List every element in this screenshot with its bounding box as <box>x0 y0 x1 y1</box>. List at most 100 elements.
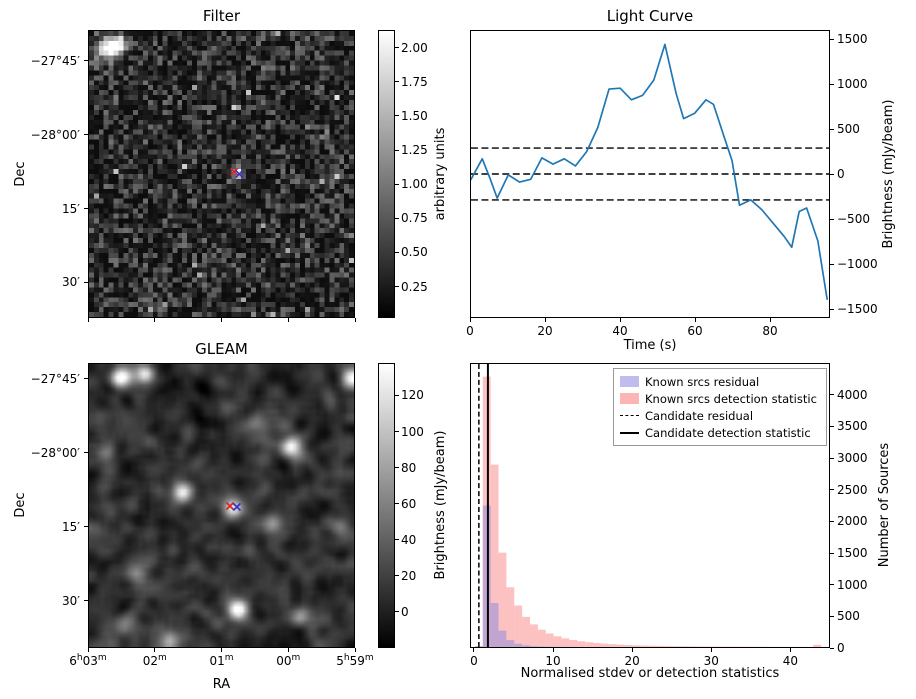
hist-ytick-label: 0 <box>837 641 845 655</box>
lc-ytick-mark <box>830 128 834 130</box>
gleam-cb-label: 40 <box>401 532 417 547</box>
gleam-dec-tick-label: −27°45′ <box>30 371 80 386</box>
lc-ytick-mark <box>830 308 834 310</box>
filter-dec-tick-label: 30′ <box>62 275 80 290</box>
gleam-cb-mark <box>395 394 399 396</box>
lc-xtick-mark <box>769 318 771 322</box>
gleam-dec-tick-mark <box>84 526 88 528</box>
filter-cb-label: 2.00 <box>401 40 428 55</box>
hist-xtick-mark <box>473 648 475 652</box>
filter-cb-mark <box>395 286 399 288</box>
hist-xtick-label: 20 <box>624 654 640 668</box>
gleam-cb-mark <box>395 431 399 433</box>
filter-ylabel: Dec <box>12 161 28 187</box>
lc-xtick-mark <box>469 318 471 322</box>
filter-cb-label: 0.25 <box>401 279 428 294</box>
filter-cb-mark <box>395 149 399 151</box>
hist-xtick-label: 0 <box>470 654 478 668</box>
hist-ytick-label: 500 <box>837 609 860 624</box>
filter-cb-label: 0.50 <box>401 245 428 260</box>
gleam-cb-label: 120 <box>401 388 424 403</box>
lc-ytick-mark <box>830 218 834 220</box>
lc-ytick-label: 500 <box>837 122 860 136</box>
legend-label: Known srcs residual <box>645 374 760 389</box>
gleam-dec-tick-label: 30′ <box>62 593 80 608</box>
hist-ytick-mark <box>830 552 834 554</box>
light-curve-axes <box>470 30 830 318</box>
filter-sky-image <box>89 31 354 317</box>
hist-xtick-mark <box>710 648 712 652</box>
lc-xtick-mark <box>619 318 621 322</box>
hist-ytick-label: 1500 <box>837 546 868 560</box>
filter-cb-mark <box>395 183 399 185</box>
gleam-cb-mark <box>395 575 399 577</box>
gleam-cb-label: 100 <box>401 424 424 439</box>
gleam-cb-label: 60 <box>401 496 417 511</box>
filter-ra-tick-mark <box>354 318 356 322</box>
lc-ytick-label: 1500 <box>837 32 868 46</box>
lc-xtick-label: 80 <box>762 324 778 338</box>
filter-dec-tick-mark <box>84 60 88 62</box>
legend-label: Candidate detection statistic <box>645 425 811 440</box>
gleam-ra-tick-mark <box>287 648 289 652</box>
gleam-ylabel: Dec <box>12 492 28 518</box>
hist-ytick-label: 3000 <box>837 451 868 465</box>
hist-ytick-mark <box>830 520 834 522</box>
histogram-xlabel: Normalised stdev or detection statistics <box>520 666 780 681</box>
gleam-colorbar <box>378 363 395 648</box>
filter-cb-label: 1.25 <box>401 143 428 158</box>
lc-ytick-label: −1000 <box>837 257 878 271</box>
filter-dec-tick-label: −28°00′ <box>30 127 80 142</box>
lc-xtick-label: 60 <box>687 324 703 338</box>
hist-ytick-label: 2500 <box>837 482 868 497</box>
gleam-dec-tick-label: −28°00′ <box>30 445 80 460</box>
filter-ra-tick-mark <box>221 318 222 322</box>
hist-ytick-mark <box>830 394 834 396</box>
lc-ytick-mark <box>830 83 834 85</box>
hist-ytick-label: 4000 <box>837 387 868 402</box>
lc-xtick-label: 20 <box>537 324 553 338</box>
hist-xtick-mark <box>552 648 554 652</box>
gleam-dec-tick-label: 15′ <box>62 519 80 534</box>
legend-item-candidate-residual: Candidate residual <box>620 407 820 424</box>
histogram-plot <box>474 364 829 647</box>
legend-item-known-detection: Known srcs detection statistic <box>620 390 820 407</box>
gleam-cb-mark <box>395 503 399 505</box>
lc-xtick-label: 40 <box>612 324 628 338</box>
gleam-cb-mark <box>395 611 399 613</box>
gleam-dec-tick-mark <box>84 378 88 380</box>
hist-xtick-label: 10 <box>545 654 561 668</box>
gleam-ra-tick-mark <box>87 648 89 652</box>
lc-xtick-label: 0 <box>466 324 474 338</box>
lc-xtick-mark <box>544 318 546 322</box>
filter-candidate-markers <box>230 167 244 179</box>
legend-swatch-candidate-detection <box>620 431 639 434</box>
lc-ytick-mark <box>830 38 834 40</box>
legend-label: Known srcs detection statistic <box>645 391 817 406</box>
filter-ra-tick-mark <box>154 318 156 322</box>
hist-xtick-mark <box>631 648 633 652</box>
filter-dec-tick-mark <box>84 281 88 283</box>
hist-ytick-mark <box>830 647 834 649</box>
filter-axes <box>88 30 355 318</box>
filter-dec-tick-mark <box>84 208 88 210</box>
legend-swatch-known-detection <box>620 393 639 404</box>
gleam-candidate-markers <box>225 501 242 512</box>
hist-ytick-label: 1000 <box>837 577 868 592</box>
legend-item-known-residual: Known srcs residual <box>620 373 820 390</box>
gleam-dec-tick-mark <box>84 600 88 602</box>
light-curve-xlabel: Time (s) <box>623 338 677 353</box>
filter-colorbar <box>378 30 395 318</box>
filter-ra-tick-mark <box>87 318 89 322</box>
filter-cb-mark <box>395 81 399 83</box>
legend-label: Candidate residual <box>645 408 754 423</box>
hist-ytick-label: 3500 <box>837 419 868 434</box>
gleam-cb-label: 80 <box>401 460 417 475</box>
gleam-ra-tick-mark <box>354 648 356 652</box>
hist-xtick-label: 30 <box>703 654 719 668</box>
gleam-axes <box>88 363 355 648</box>
gleam-cb-label: 20 <box>401 568 417 583</box>
lc-ytick-mark <box>830 263 834 265</box>
filter-cb-mark <box>395 115 399 117</box>
